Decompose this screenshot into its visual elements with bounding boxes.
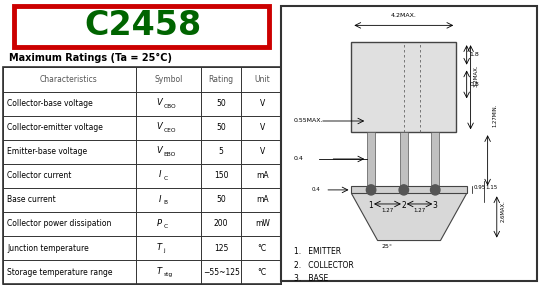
Text: 1.15: 1.15 bbox=[485, 185, 497, 190]
Text: C: C bbox=[164, 224, 168, 229]
Text: V: V bbox=[156, 146, 161, 155]
Text: Emitter-base voltage: Emitter-base voltage bbox=[7, 147, 87, 156]
Text: −55~125: −55~125 bbox=[202, 267, 240, 277]
Text: 2.   COLLECTOR: 2. COLLECTOR bbox=[294, 261, 354, 269]
Circle shape bbox=[430, 185, 440, 195]
Circle shape bbox=[366, 185, 376, 195]
Text: 3: 3 bbox=[433, 201, 438, 210]
Bar bbox=[3, 67, 281, 284]
Text: 25°: 25° bbox=[382, 244, 393, 249]
Text: Storage temperature range: Storage temperature range bbox=[7, 267, 112, 277]
Text: Rating: Rating bbox=[208, 75, 234, 84]
Text: Base current: Base current bbox=[7, 195, 56, 204]
Text: V: V bbox=[260, 147, 265, 156]
Text: V: V bbox=[156, 98, 161, 107]
Text: Symbol: Symbol bbox=[154, 75, 183, 84]
Text: 2: 2 bbox=[401, 201, 406, 210]
Text: EBO: EBO bbox=[164, 152, 176, 157]
Text: 2.6MAX.: 2.6MAX. bbox=[501, 200, 506, 222]
Bar bbox=[367, 132, 375, 191]
Text: Junction temperature: Junction temperature bbox=[7, 243, 89, 253]
Text: 3.   BASE: 3. BASE bbox=[294, 274, 328, 283]
Text: CEO: CEO bbox=[164, 128, 176, 133]
Text: 0.4: 0.4 bbox=[294, 156, 303, 162]
Text: 1.27: 1.27 bbox=[414, 208, 426, 213]
Text: 4.2MAX.: 4.2MAX. bbox=[391, 13, 417, 18]
Text: T: T bbox=[157, 243, 161, 252]
Text: I: I bbox=[159, 170, 161, 179]
Text: 50: 50 bbox=[216, 195, 226, 204]
Text: j: j bbox=[164, 248, 165, 253]
Text: 0.95: 0.95 bbox=[473, 185, 485, 190]
Text: Characteristics: Characteristics bbox=[39, 75, 97, 84]
Text: Collector power dissipation: Collector power dissipation bbox=[7, 220, 111, 228]
Text: mA: mA bbox=[256, 195, 268, 204]
Text: 150: 150 bbox=[214, 171, 228, 180]
Text: Collector current: Collector current bbox=[7, 171, 71, 180]
Polygon shape bbox=[352, 193, 467, 241]
Text: 0.8: 0.8 bbox=[469, 82, 479, 87]
Text: stg: stg bbox=[164, 272, 173, 278]
Text: °C: °C bbox=[258, 267, 267, 277]
Text: 0.55MAX.: 0.55MAX. bbox=[294, 119, 323, 123]
Text: Collector-base voltage: Collector-base voltage bbox=[7, 99, 93, 108]
Bar bbox=[352, 186, 467, 193]
Bar bbox=[352, 42, 456, 132]
Text: 1.27: 1.27 bbox=[381, 208, 394, 213]
Text: C: C bbox=[164, 176, 168, 181]
Text: CBO: CBO bbox=[164, 104, 176, 109]
Bar bbox=[400, 132, 408, 191]
Text: P: P bbox=[157, 219, 161, 228]
Text: Collector-emitter voltage: Collector-emitter voltage bbox=[7, 123, 103, 132]
Text: 1.8: 1.8 bbox=[469, 53, 479, 57]
Text: I: I bbox=[159, 195, 161, 203]
Text: B: B bbox=[164, 200, 167, 205]
Text: 1: 1 bbox=[369, 201, 374, 210]
Text: 125: 125 bbox=[214, 243, 228, 253]
Text: V: V bbox=[156, 122, 161, 131]
Text: T: T bbox=[157, 267, 161, 276]
Text: 3.2MAX.: 3.2MAX. bbox=[473, 65, 478, 87]
Text: Maximum Ratings (Ta = 25°C): Maximum Ratings (Ta = 25°C) bbox=[9, 53, 172, 63]
Text: V: V bbox=[260, 99, 265, 108]
Text: 50: 50 bbox=[216, 123, 226, 132]
Text: 1.27MIN.: 1.27MIN. bbox=[493, 104, 498, 127]
Circle shape bbox=[399, 185, 409, 195]
FancyBboxPatch shape bbox=[14, 6, 269, 47]
Text: 0.4: 0.4 bbox=[311, 187, 320, 192]
Text: °C: °C bbox=[258, 243, 267, 253]
Text: V: V bbox=[260, 123, 265, 132]
Text: 200: 200 bbox=[214, 220, 228, 228]
Text: mW: mW bbox=[255, 220, 269, 228]
Text: 1.   EMITTER: 1. EMITTER bbox=[294, 247, 341, 256]
Bar bbox=[431, 132, 439, 191]
Text: 5: 5 bbox=[219, 147, 224, 156]
Text: 50: 50 bbox=[216, 99, 226, 108]
Text: Unit: Unit bbox=[254, 75, 270, 84]
Text: C2458: C2458 bbox=[85, 9, 202, 42]
Text: mA: mA bbox=[256, 171, 268, 180]
